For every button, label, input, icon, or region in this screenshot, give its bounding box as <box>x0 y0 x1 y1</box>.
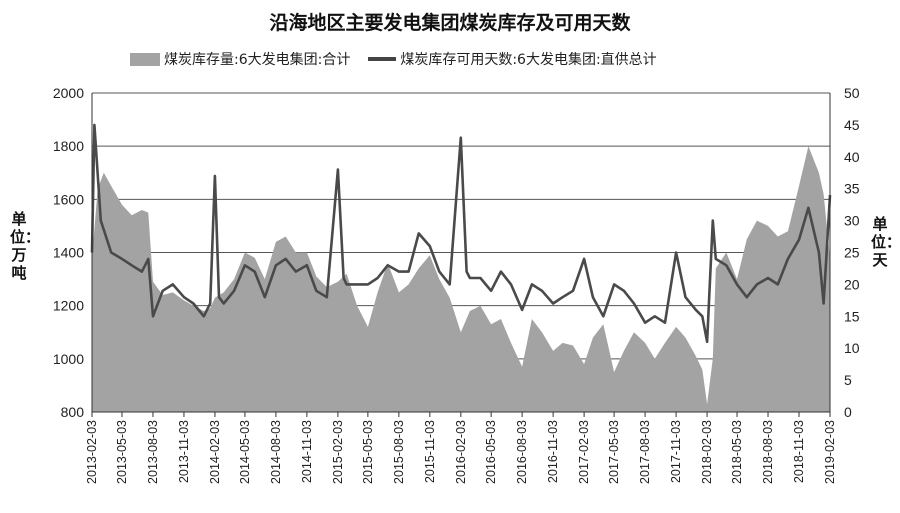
x-tick-label: 2013-11-03 <box>177 420 191 483</box>
x-tick-label: 2016-02-03 <box>454 420 468 484</box>
legend-label-inventory: 煤炭库存量:6大发电集团:合计 <box>164 52 351 68</box>
inventory-area <box>92 146 830 412</box>
legend-swatch-line <box>368 57 397 61</box>
y-right-tick-label: 15 <box>844 308 860 324</box>
legend-item-inventory: 煤炭库存量:6大发电集团:合计 <box>130 49 350 69</box>
y-left-tick-label: 1200 <box>53 298 84 314</box>
y-right-tick-label: 0 <box>844 404 852 420</box>
y-right-tick-label: 25 <box>844 245 860 261</box>
y-right-tick-label: 30 <box>844 213 860 229</box>
legend: 煤炭库存量:6大发电集团:合计 煤炭库存可用天数:6大发电集团:直供总计 <box>130 49 675 69</box>
x-tick-label: 2017-08-03 <box>638 420 652 484</box>
x-tick-label: 2015-05-03 <box>361 420 375 484</box>
x-tick-label: 2016-11-03 <box>546 420 560 483</box>
x-tick-label: 2015-02-03 <box>331 420 345 484</box>
legend-swatch-area <box>130 52 160 66</box>
y-right-tick-label: 45 <box>844 117 860 133</box>
x-tick-label: 2018-08-03 <box>761 420 775 484</box>
x-tick-label: 2018-11-03 <box>792 420 806 483</box>
legend-label-days: 煤炭库存可用天数:6大发电集团:直供总计 <box>400 52 657 68</box>
y-right-tick-label: 10 <box>844 340 860 356</box>
axes: 800 1000 1200 1400 1600 1800 2000 0 5 10 15 20 25 30 3… <box>53 85 860 484</box>
x-tick-label: 2014-08-03 <box>269 420 283 484</box>
y-left-tick-label: 1600 <box>53 191 84 207</box>
x-tick-label: 2017-02-03 <box>577 420 591 484</box>
y-right-tick-label: 5 <box>844 372 852 388</box>
x-tick-label: 2017-05-03 <box>607 420 621 484</box>
x-tick-label: 2013-05-03 <box>115 420 129 484</box>
x-tick-label: 2015-08-03 <box>392 420 406 484</box>
x-tick-label: 2016-05-03 <box>484 420 498 484</box>
inventory-area-layer <box>92 146 830 412</box>
y-left-tick-label: 1000 <box>53 351 84 367</box>
legend-item-days: 煤炭库存可用天数:6大发电集团:直供总计 <box>368 49 657 69</box>
x-tick-label: 2013-02-03 <box>85 420 99 484</box>
x-tick-label: 2014-05-03 <box>238 420 252 484</box>
y-left-tick-label: 1800 <box>53 138 84 154</box>
y-right-tick-label: 20 <box>844 276 860 292</box>
x-tick-label: 2018-05-03 <box>730 420 744 484</box>
y-left-tick-label: 2000 <box>53 85 84 101</box>
x-tick-label: 2016-08-03 <box>515 420 529 484</box>
x-tick-label: 2014-02-03 <box>208 420 222 484</box>
chart-title: 沿海地区主要发电集团煤炭库存及可用天数 <box>269 12 631 34</box>
x-tick-label: 2019-02-03 <box>823 420 837 484</box>
y-left-tick-label: 800 <box>61 404 85 420</box>
y-right-tick-label: 50 <box>844 85 860 101</box>
days-line-layer <box>90 123 832 344</box>
x-tick-label: 2017-11-03 <box>669 420 683 483</box>
days-line <box>90 123 832 344</box>
x-tick-label: 2015-11-03 <box>423 420 437 483</box>
x-tick-label: 2014-11-03 <box>300 420 314 483</box>
y-left-tick-label: 1400 <box>53 245 84 261</box>
y-right-tick-label: 40 <box>844 149 860 165</box>
y-right-tick-label: 35 <box>844 181 860 197</box>
x-tick-label: 2018-02-03 <box>700 420 714 484</box>
x-tick-label: 2013-08-03 <box>146 420 160 484</box>
